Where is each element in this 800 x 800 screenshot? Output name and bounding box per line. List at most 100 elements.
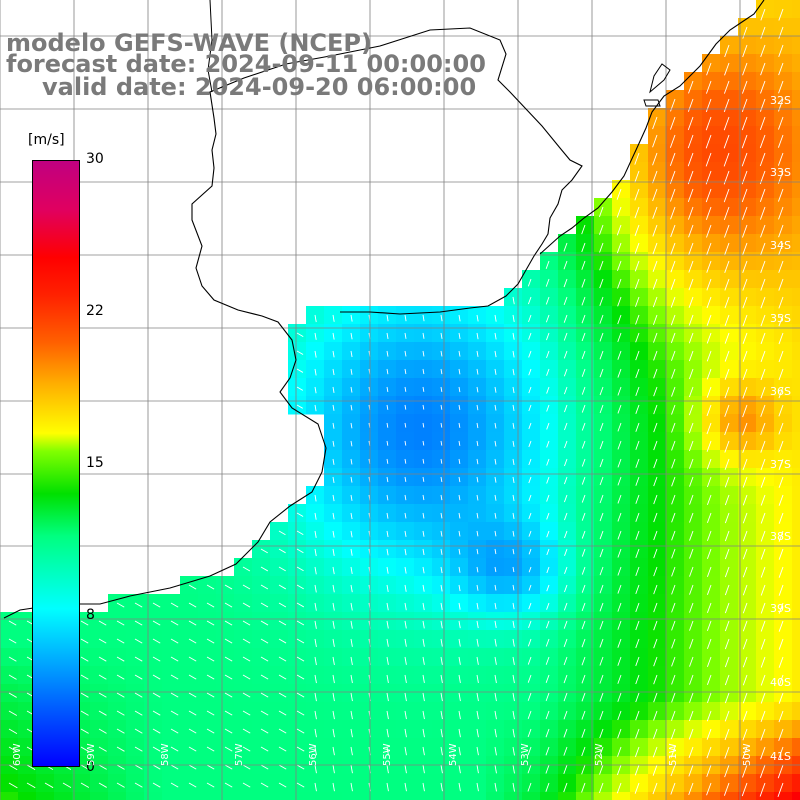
wind-arrow [599,656,604,666]
wind-arrow [528,530,532,537]
wind-arrow [260,710,269,716]
wind-cell [612,792,631,800]
wind-arrow [724,584,730,596]
wind-arrow [616,188,622,200]
wind-arrow [80,656,89,662]
wind-arrow [581,476,586,485]
wind-cell [414,792,433,800]
wind-arrow [170,620,179,626]
wind-arrow [422,404,425,410]
wind-arrow [563,656,568,666]
wind-arrow [671,710,676,721]
wind-arrow [152,764,161,770]
wind-cell [792,126,800,145]
wind-arrow [723,98,730,113]
wind-arrow [723,80,730,94]
wind-arrow [724,242,730,256]
lat-label: 34S [770,239,791,252]
wind-arrow [494,350,497,358]
wind-arrow [546,566,550,574]
wind-arrow [617,674,622,684]
wind-arrow [404,440,407,446]
wind-arrow [599,242,604,253]
wind-arrow [350,368,353,375]
wind-arrow [296,746,305,752]
wind-arrow [742,404,748,418]
wind-arrow [314,746,317,756]
wind-arrow [494,674,497,684]
wind-arrow [670,782,676,795]
wind-arrow [188,638,197,644]
wind-arrow [653,440,658,451]
wind-cell [792,180,800,199]
wind-arrow [332,368,335,376]
wind-arrow [671,620,676,631]
wind-arrow [404,638,407,647]
wind-arrow [332,440,335,447]
wind-arrow [706,620,712,631]
wind-arrow [386,674,389,684]
wind-arrow [688,440,694,452]
wind-arrow [742,584,748,596]
wind-cell [792,576,800,595]
wind-arrow [546,494,550,502]
wind-arrow [80,728,89,734]
wind-cell [288,792,307,800]
wind-arrow [617,512,622,522]
wind-arrow [724,440,730,453]
wind-arrow [723,206,730,221]
wind-arrow [653,386,658,397]
wind-arrow [350,674,353,684]
wind-arrow [724,422,730,436]
wind-arrow [724,44,730,58]
wind-arrow [724,512,730,524]
wind-arrow [527,728,532,738]
lon-label: 52W [594,743,605,766]
wind-cell [792,198,800,217]
wind-arrow [652,152,658,166]
wind-arrow [458,350,461,357]
wind-arrow [688,728,694,740]
wind-arrow [742,278,748,291]
wind-arrow [760,404,766,417]
wind-arrow [599,350,604,360]
wind-arrow [778,440,784,453]
wind-arrow [80,620,89,626]
wind-arrow [386,746,389,756]
wind-arrow [314,404,317,412]
wind-arrow [581,728,586,738]
wind-arrow [350,458,353,465]
wind-arrow [671,692,676,703]
wind-arrow [599,314,604,324]
wind-arrow [404,332,407,339]
wind-arrow [635,332,640,343]
wind-arrow [527,710,532,720]
colorbar [32,160,80,767]
wind-arrow [8,782,18,789]
wind-arrow [386,728,389,738]
wind-arrow [545,260,550,269]
wind-arrow [440,566,443,574]
colorbar-tick-30: 30 [86,151,104,167]
wind-arrow [545,278,550,287]
wind-arrow [116,674,125,680]
wind-arrow [242,620,251,626]
wind-arrow [742,530,748,542]
wind-arrow [404,566,407,574]
wind-arrow [386,368,389,375]
wind-arrow [188,656,197,662]
wind-arrow [494,404,497,411]
wind-arrow [494,476,497,483]
wind-arrow [760,530,766,542]
wind-arrow [635,296,640,307]
wind-arrow [616,764,622,776]
wind-arrow [242,656,251,662]
wind-arrow [134,656,143,662]
wind-arrow [494,422,497,429]
wind-arrow [742,548,748,560]
wind-arrow [617,584,622,594]
wind-cell [792,774,800,793]
wind-arrow [422,440,425,446]
wind-arrow [476,746,479,756]
wind-arrow [512,530,515,537]
